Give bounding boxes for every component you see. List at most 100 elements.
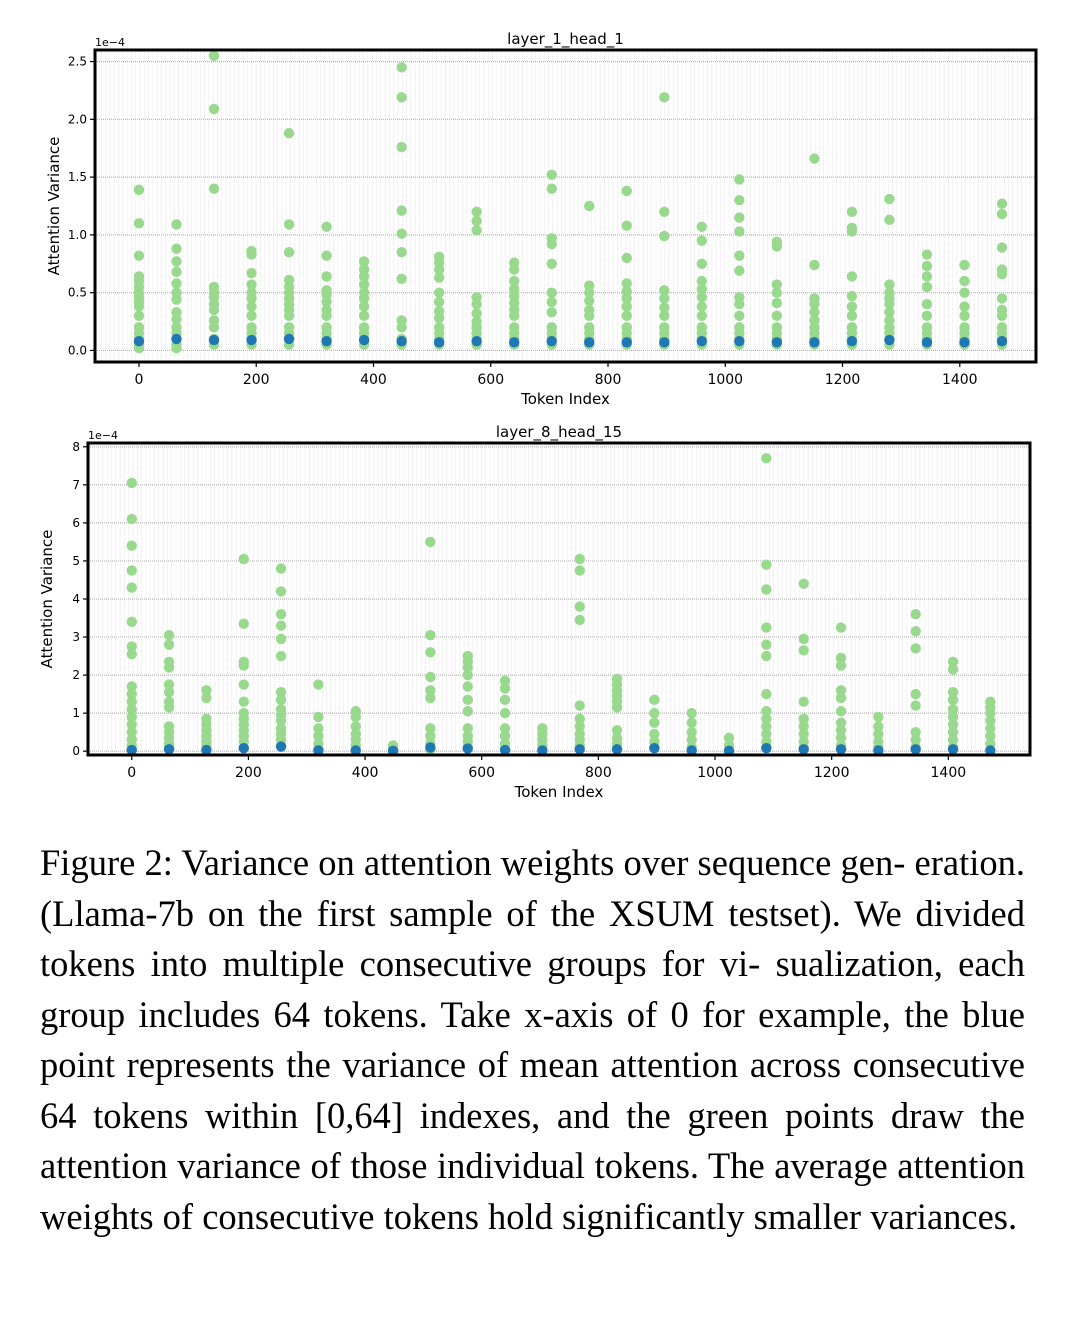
data-point-token [133,218,145,229]
data-point-group-mean [996,336,1008,347]
data-point-token [761,688,772,700]
data-point-token [126,726,137,738]
data-point-token [126,719,137,730]
data-point-token [835,685,847,696]
data-point-token [809,153,820,164]
data-point-token [696,292,708,303]
data-point-token [985,730,996,742]
data-point-token [171,342,182,354]
data-point-token [621,220,632,231]
data-point-token [771,241,783,252]
data-point-group-mean [350,745,361,756]
data-point-token [835,622,847,633]
data-point-token [283,128,295,139]
data-point-token [208,183,220,194]
data-point-token [499,707,511,719]
data-point-token [686,707,697,719]
data-point-token [659,206,670,217]
data-point-token [884,307,895,318]
data-point-token [126,477,137,489]
x-tick-label: 600 [468,765,495,781]
x-tick-label: 0 [127,765,136,781]
data-point-token [649,707,660,719]
data-point-token [358,271,370,282]
data-point-token [462,669,473,681]
data-point-token [761,584,772,595]
data-point-token [238,696,249,707]
data-point-group-mean [771,337,783,348]
data-point-group-mean [761,742,772,754]
x-tick-label: 1400 [931,765,967,781]
data-point-token [846,271,858,282]
data-point-token [275,694,287,706]
data-point-token [574,713,585,725]
data-point-group-mean [649,742,660,754]
data-point-token [313,679,324,690]
data-point-token [659,302,670,313]
data-point-token [462,723,473,734]
data-point-group-mean [238,742,249,754]
data-point-token [696,258,708,269]
data-point-token [133,250,145,261]
data-point-token [163,639,175,650]
data-point-token [396,62,407,73]
x-tick-label: 200 [235,765,262,781]
data-point-token [358,310,370,321]
data-point-token [546,238,557,250]
data-point-group-mean [584,337,595,348]
data-point-token [126,513,137,525]
data-point-group-mean [723,745,735,757]
data-point-token [761,721,772,732]
data-point-token [959,301,970,312]
data-point-group-mean [275,741,287,752]
data-point-token [884,299,895,310]
data-point-group-mean [313,745,324,756]
y-offset-label: 1e−4 [95,36,125,49]
data-point-token [133,184,145,196]
data-point-token [761,706,772,717]
data-point-token [574,721,585,732]
data-point-token [884,214,895,226]
data-point-token [508,264,520,275]
data-point-token [696,301,708,312]
data-point-token [425,629,436,641]
data-point-token [996,208,1008,220]
data-point-token [126,616,137,628]
data-point-token [350,711,361,723]
y-tick-label: 1.0 [68,228,87,242]
data-point-token [696,235,708,246]
data-point-token [846,310,858,321]
data-point-token [546,183,557,194]
y-tick-label: 1.5 [68,170,87,184]
data-point-token [996,198,1008,209]
data-point-token [574,553,585,565]
data-point-token [574,614,585,626]
x-tick-label: 1200 [814,765,850,781]
data-point-token [734,299,745,310]
x-tick-label: 0 [135,372,144,388]
data-point-token [396,228,407,239]
y-offset-label: 1e−4 [88,429,118,442]
data-point-token [659,293,670,304]
x-tick-label: 400 [352,765,379,781]
data-point-group-mean [985,745,996,756]
data-point-token [659,310,670,321]
data-point-token [574,700,585,711]
data-point-token [462,681,473,692]
y-tick-label: 3 [72,630,80,644]
data-point-group-mean [696,336,708,347]
data-point-token [425,536,436,548]
data-point-token [126,648,137,660]
y-tick-label: 0 [72,744,80,758]
y-tick-label: 2 [72,668,80,682]
data-point-token [947,656,959,667]
data-point-token [275,609,287,620]
data-point-group-mean [396,336,407,347]
data-point-token [163,662,175,673]
data-point-token [508,275,520,287]
data-point-token [734,174,745,185]
data-point-group-mean [947,744,959,755]
data-point-token [208,322,220,333]
data-point-token [171,278,182,289]
data-point-token [873,711,884,723]
